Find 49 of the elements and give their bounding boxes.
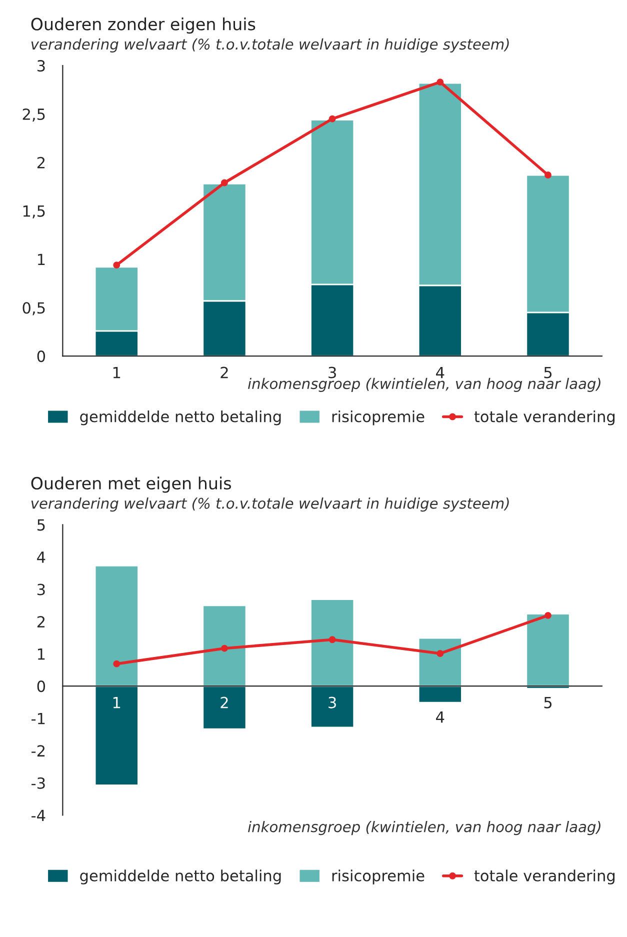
point xyxy=(544,612,552,619)
point xyxy=(328,636,336,644)
chart-subtitle: verandering welvaart (% t.o.v.totale welvaart in huidige systeem) xyxy=(31,38,509,53)
y-tick-label: 2 xyxy=(37,156,45,168)
x-tick-label: 3 xyxy=(328,696,336,708)
point xyxy=(544,172,552,178)
x-tick-label: 3 xyxy=(328,366,336,378)
y-tick-label: 1 xyxy=(38,254,45,266)
x-tick-label: 2 xyxy=(220,696,228,708)
chart-subtitle: verandering welvaart (% t.o.v.totale welvaart in huidige systeem) xyxy=(31,498,509,512)
y-tick-label: 1 xyxy=(38,648,45,660)
y-tick-label: 2 xyxy=(37,616,45,628)
legend-label: risicopremie xyxy=(332,870,424,884)
point xyxy=(436,78,444,86)
x-tick-label: 1 xyxy=(113,366,120,378)
chart-title: Ouderen met eigen huis xyxy=(31,476,231,493)
y-tick-label: 3 xyxy=(37,584,45,596)
y-tick-label: 0,5 xyxy=(22,302,45,316)
legend-label: gemiddelde netto betaling xyxy=(80,870,281,884)
y-tick-label: 5 xyxy=(37,519,45,531)
y-tick-label: 0 xyxy=(37,350,46,362)
point xyxy=(220,644,228,652)
y-tick-label: 3 xyxy=(37,60,45,72)
x-tick-label: 1 xyxy=(113,696,120,708)
y-tick-label: 0 xyxy=(37,680,46,692)
y-tick-label: -3 xyxy=(32,777,45,789)
point xyxy=(328,115,336,122)
legend-label: gemiddelde netto betaling xyxy=(80,410,281,426)
x-axis-title: inkomensgroep (kwintielen, van hoog naar laag) xyxy=(248,821,600,836)
y-tick-label: -2 xyxy=(32,745,45,756)
x-tick-label: 5 xyxy=(544,696,552,708)
y-tick-label: 2,5 xyxy=(22,108,45,122)
y-tick-label: -4 xyxy=(32,810,46,821)
bar xyxy=(526,613,570,687)
point xyxy=(220,179,228,186)
point xyxy=(113,660,120,668)
y-tick-label: 4 xyxy=(37,552,46,563)
x-tick-label: 5 xyxy=(544,366,552,378)
x-tick-label: 4 xyxy=(436,366,444,378)
point xyxy=(113,262,120,269)
y-tick-label: 1,5 xyxy=(23,205,45,218)
point xyxy=(436,650,444,657)
legend-label: risicopremie xyxy=(332,410,424,426)
y-tick-label: -1 xyxy=(32,713,45,724)
chart-title: Ouderen zonder eigen huis xyxy=(31,18,256,34)
x-axis-title: inkomensgroep (kwintielen, van hoog naar laag) xyxy=(248,378,600,392)
legend-label: totale verandering xyxy=(474,410,614,426)
x-tick-label: 2 xyxy=(220,366,228,378)
legend-label: totale verandering xyxy=(474,870,614,884)
